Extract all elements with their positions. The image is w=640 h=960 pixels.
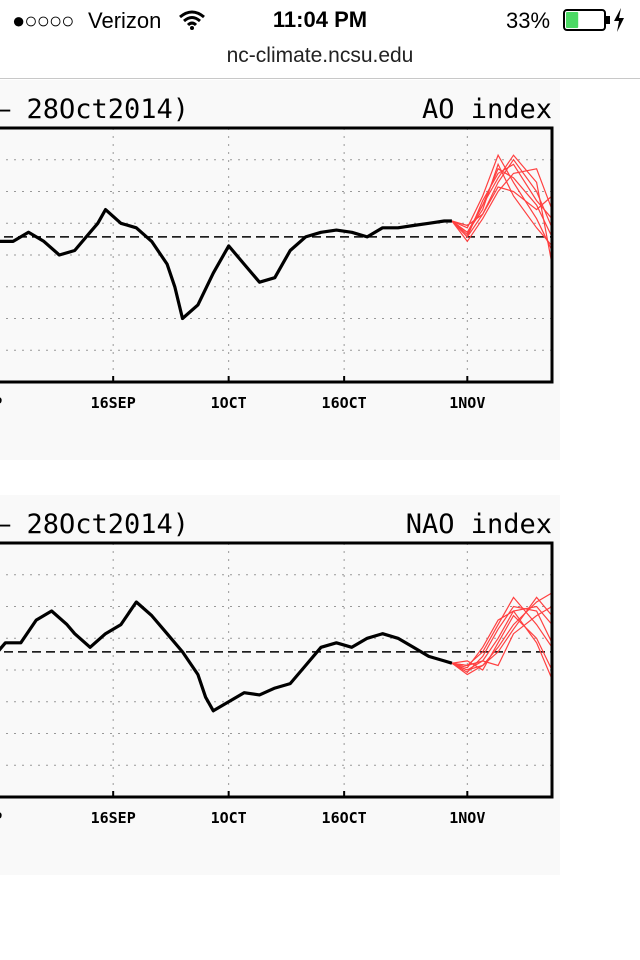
x-tick-label: P <box>0 394 2 412</box>
chart-title-left: – 28Oct2014) <box>0 94 189 125</box>
battery-icon <box>563 9 611 36</box>
nao-chart-svg: – 28Oct2014) NAO index P 16SEP 1OCT 16OCT 1NOV <box>0 509 554 827</box>
x-tick-label: 1OCT <box>211 809 247 827</box>
forecast-line <box>451 186 553 227</box>
forecast-line <box>451 605 553 667</box>
carrier-name: Verizon <box>88 8 162 33</box>
forecast-line <box>451 162 553 247</box>
forecast-line <box>451 153 553 251</box>
forecast-line <box>451 596 553 671</box>
ao-chart-svg: – 28Oct2014) AO index P 16SEP 1OCT 16OCT 1NOV <box>0 94 554 412</box>
x-tick-label: 16SEP <box>91 394 136 412</box>
forecast-line <box>451 163 553 238</box>
charging-bolt-icon <box>612 7 626 38</box>
x-tick-label: 1NOV <box>449 809 485 827</box>
ao-index-chart: – 28Oct2014) AO index P 16SEP 1OCT 16OCT 1NOV <box>0 80 560 460</box>
status-bar: ●○○○○ Verizon 11:04 PM 33% <box>0 0 640 40</box>
x-tick-label: 16OCT <box>322 394 367 412</box>
plot-frame <box>0 126 554 384</box>
forecast-line <box>451 167 553 238</box>
chart-title-right: NAO index <box>406 509 552 540</box>
clock: 11:04 PM <box>272 7 368 32</box>
plot-frame <box>0 541 554 799</box>
chart-title-right: AO index <box>422 94 552 125</box>
forecast-line <box>451 605 553 674</box>
battery-fill <box>566 12 579 28</box>
observed-line <box>0 600 453 713</box>
forecast-line <box>451 614 553 671</box>
x-tick-label: 16OCT <box>322 809 367 827</box>
nao-index-chart: – 28Oct2014) NAO index P 16SEP 1OCT 16OCT 1NOV <box>0 495 560 875</box>
forecast-line <box>451 154 553 265</box>
forecast-line <box>451 168 553 243</box>
signal-strength: ●○○○○ <box>12 8 74 33</box>
x-tick-label: 1NOV <box>449 394 485 412</box>
forecast-line <box>451 610 553 680</box>
x-tick-label: P <box>0 809 2 827</box>
forecast-line <box>451 592 553 676</box>
x-tick-label: 16SEP <box>91 809 136 827</box>
address-bar[interactable]: nc-climate.ncsu.edu <box>0 40 640 79</box>
x-tick-label: 1OCT <box>211 394 247 412</box>
url-text[interactable]: nc-climate.ncsu.edu <box>226 44 414 67</box>
observed-line <box>0 208 452 321</box>
chart-title-left: – 28Oct2014) <box>0 509 189 540</box>
wifi-icon <box>178 9 206 36</box>
battery-percent: 33% <box>506 8 551 33</box>
